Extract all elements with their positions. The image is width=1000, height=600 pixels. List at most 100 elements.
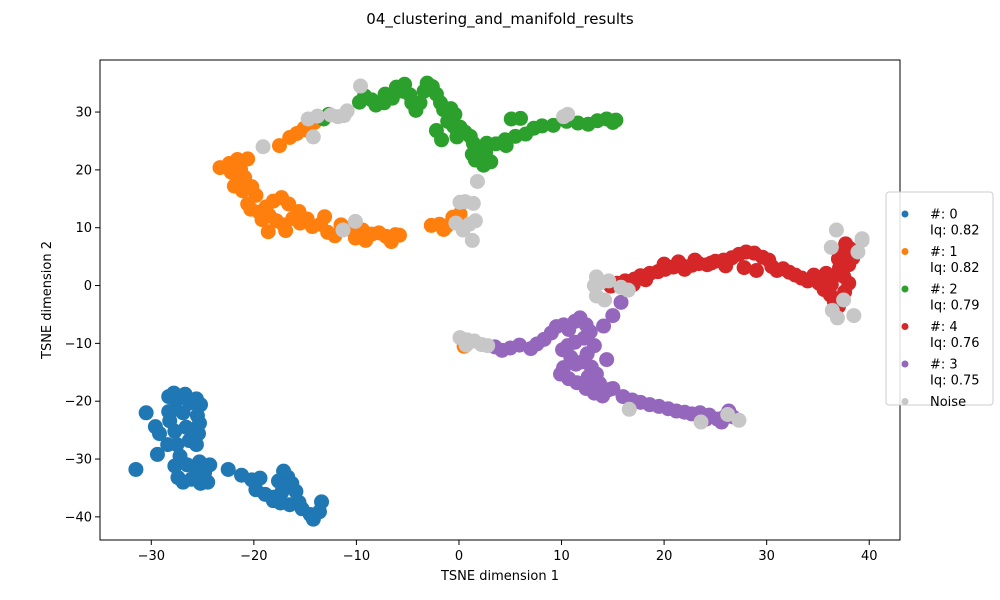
legend-entry-c1-line1: #: 1 (930, 245, 958, 260)
legend-entry-c4-line1: #: 4 (930, 320, 958, 335)
legend-marker-c3 (901, 360, 909, 368)
x-tick-label-2: −10 (343, 549, 370, 564)
point-c2-15 (412, 95, 428, 111)
point-c1-42 (278, 223, 294, 239)
point-c1-40 (391, 227, 407, 243)
point-c3-35 (586, 338, 602, 354)
legend-entry-c0-line1: #: 0 (930, 208, 958, 223)
point-c1-18 (281, 196, 297, 212)
y-tick-label-1: −30 (65, 453, 92, 468)
point-c0-59 (314, 494, 330, 510)
point-noise-45 (846, 308, 862, 324)
x-tick-label-7: 40 (861, 549, 878, 564)
point-noise-44 (829, 310, 845, 326)
point-noise-26 (560, 106, 576, 122)
point-c4-50 (718, 258, 734, 274)
point-c2-43 (534, 118, 550, 134)
point-noise-34 (621, 401, 637, 417)
legend-box (885, 191, 994, 406)
point-c0-34 (179, 457, 195, 473)
point-c0-26 (167, 458, 183, 474)
x-tick-label-6: 30 (758, 549, 775, 564)
point-noise-37 (731, 412, 747, 428)
point-c2-37 (467, 152, 483, 168)
point-noise-8 (330, 109, 346, 125)
point-noise-31 (620, 282, 636, 298)
legend: #: 0Iq: 0.82#: 1Iq: 0.82#: 2Iq: 0.79#: 4… (885, 191, 994, 410)
legend-marker-c1 (901, 248, 909, 255)
point-noise-47 (458, 337, 474, 353)
point-c0-17 (181, 433, 197, 449)
y-tick-label-7: 30 (75, 106, 92, 121)
legend-entry-c2-line1: #: 2 (930, 283, 958, 298)
point-c2-44 (545, 117, 561, 133)
legend-marker-c0 (901, 210, 909, 218)
point-c0-36 (202, 457, 218, 473)
point-noise-18 (464, 232, 480, 248)
legend-entry-c3-line2: Iq: 0.75 (930, 374, 980, 389)
legend-entry-c1-line2: Iq: 0.82 (930, 261, 980, 276)
point-c1-45 (271, 138, 287, 154)
point-c4-57 (677, 261, 693, 277)
point-c2-28 (449, 129, 465, 145)
point-c2-57 (498, 138, 514, 154)
legend-marker-noise (901, 398, 909, 405)
point-c0-18 (178, 419, 194, 435)
point-c4-49 (736, 260, 752, 276)
legend-entry-c3-line1: #: 3 (930, 358, 958, 373)
point-c1-56 (436, 221, 452, 237)
legend-marker-c2 (901, 285, 909, 293)
point-c0-40 (252, 470, 268, 486)
legend-entry-c4-line2: Iq: 0.76 (930, 336, 980, 351)
point-c2-56 (479, 135, 495, 151)
point-c0-54 (265, 493, 281, 509)
point-noise-48 (586, 278, 602, 294)
point-c0-48 (276, 463, 292, 479)
point-c3-40 (605, 380, 621, 396)
point-c4-54 (656, 256, 672, 272)
y-tick-label-3: −10 (65, 337, 92, 352)
x-tick-label-5: 20 (656, 549, 673, 564)
point-c2-55 (428, 123, 444, 139)
point-c1-41 (260, 224, 276, 240)
point-c0-24 (169, 437, 185, 453)
chart-title: 04_clustering_and_manifold_results (366, 10, 634, 29)
point-noise-10 (335, 222, 351, 238)
point-c4-56 (638, 272, 654, 288)
legend-entry-noise-line1: Noise (930, 395, 966, 410)
y-tick-label-2: −20 (65, 395, 92, 410)
point-noise-13 (465, 195, 481, 211)
point-noise-6 (305, 129, 321, 145)
point-noise-29 (601, 273, 617, 289)
point-c4-52 (687, 252, 703, 268)
point-c3-3 (511, 337, 527, 353)
point-c3-36 (596, 318, 612, 334)
y-tick-label-6: 20 (75, 163, 92, 178)
point-c2-51 (608, 112, 624, 128)
point-c0-23 (167, 423, 183, 439)
x-axis-label: TSNE dimension 1 (440, 569, 559, 584)
point-noise-42 (836, 292, 852, 308)
plot-frame (99, 59, 901, 541)
legend-entry-c2-line2: Iq: 0.79 (930, 299, 980, 314)
point-noise-24 (480, 338, 496, 354)
legend-marker-c4 (901, 323, 909, 330)
point-noise-38 (823, 239, 839, 255)
x-tick-label-4: 10 (553, 549, 570, 564)
point-noise-14 (469, 173, 485, 189)
point-c4-47 (818, 265, 834, 281)
y-axis-ticks: −40 −30 −20 −10 0 10 20 30 (65, 106, 100, 525)
x-tick-label-3: 0 (455, 549, 463, 564)
point-c0-0 (128, 461, 144, 477)
y-axis-label: TSNE dimension 2 (40, 241, 55, 360)
point-c1-43 (254, 212, 270, 228)
point-noise-2 (309, 108, 325, 124)
point-noise-19 (448, 215, 464, 231)
point-noise-33 (597, 292, 613, 308)
x-axis-ticks: −30 −20 −10 0 10 20 30 40 (138, 540, 878, 564)
point-c0-1 (138, 405, 154, 421)
point-c4-48 (748, 263, 764, 279)
point-c3-38 (613, 294, 629, 310)
point-noise-7 (255, 139, 271, 155)
